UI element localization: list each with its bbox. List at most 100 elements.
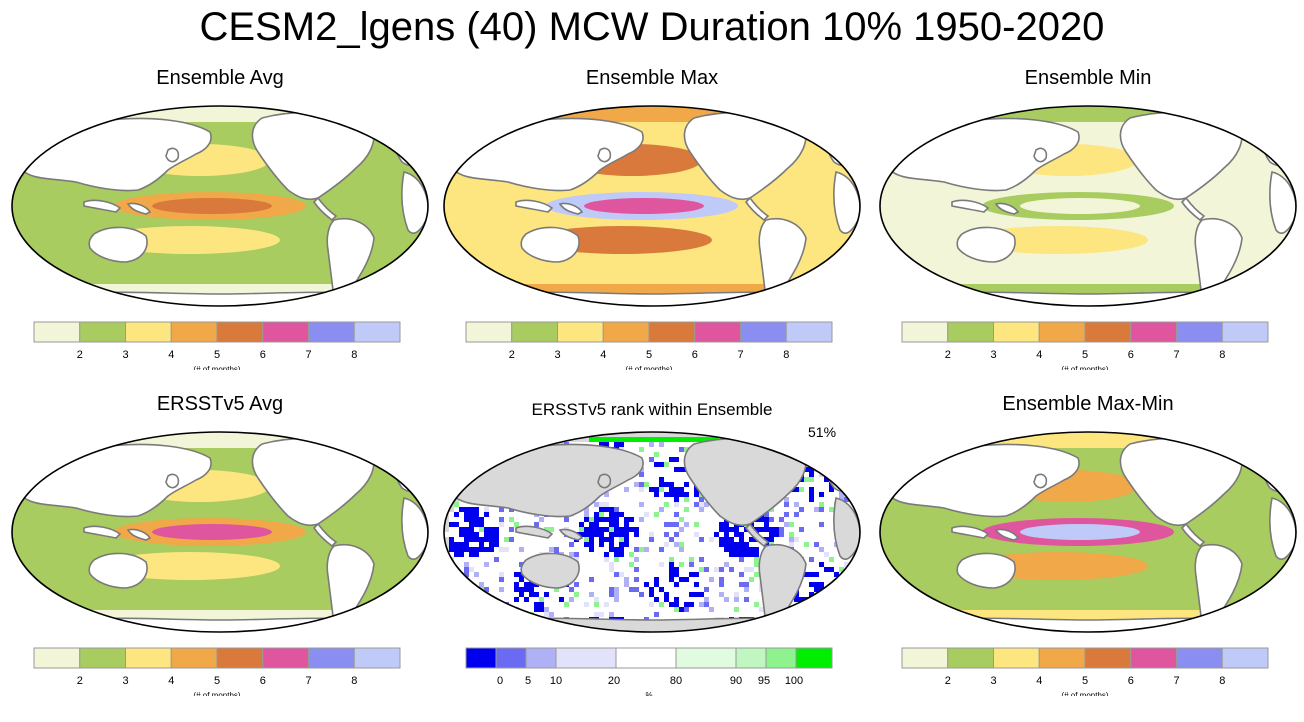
colorbar-tick-label: 8 [783, 349, 789, 361]
colorbar-ersst-avg: 2 3 4 5 6 7 8 (# of months) [33, 647, 401, 696]
colorbar-tick-label: 7 [737, 349, 743, 361]
panel-title: Ensemble Max-Min [1002, 393, 1174, 415]
colorbar-ensemble-avg: 2 3 4 5 6 7 8 (# of months) [33, 321, 401, 370]
colorbar-tick-label: 3 [990, 349, 996, 361]
colorbar-swatch [795, 647, 833, 669]
colorbar-swatch [557, 321, 604, 343]
colorbar-swatch [648, 321, 696, 343]
colorbar-swatch [79, 321, 126, 343]
colorbar-swatch [216, 647, 264, 669]
figure-title: CESM2_lgens (40) MCW Duration 10% 1950-2… [199, 5, 1105, 49]
colorbar-unit-label: (# of months) [193, 691, 240, 696]
colorbar-unit-label: (# of months) [193, 365, 240, 370]
colorbar-swatch [262, 647, 309, 669]
colorbar-swatch [765, 647, 797, 669]
colorbar-swatch [555, 647, 617, 669]
colorbar-swatch [1038, 647, 1086, 669]
colorbar-tick-label: 6 [1128, 349, 1134, 361]
panel-title: Ensemble Avg [156, 67, 284, 89]
colorbar-tick-label: 7 [305, 675, 311, 687]
panel-title: Ensemble Max [585, 67, 719, 89]
colorbar-tick-label: 3 [554, 349, 560, 361]
colorbar-swatch [353, 647, 401, 669]
colorbar-tick-label: 100 [785, 675, 803, 687]
colorbar-swatch [675, 647, 737, 669]
panel-title: ERSSTv5 Avg [156, 393, 284, 415]
colorbar-swatch [785, 321, 833, 343]
colorbar-tick-label: 7 [305, 349, 311, 361]
colorbar-swatch [947, 321, 994, 343]
colorbar-swatch [353, 321, 401, 343]
colorbar-tick-label: 0 [497, 675, 503, 687]
colorbar-swatch [901, 321, 949, 343]
rank-percentage: 51% [808, 424, 837, 440]
map-ersst-rank [443, 431, 861, 633]
map-ensemble-avg [11, 105, 429, 307]
colorbar-tick-label: 3 [990, 675, 996, 687]
colorbar-swatch [125, 321, 172, 343]
colorbar-swatch [216, 321, 264, 343]
colorbar-tick-label: 4 [1036, 349, 1042, 361]
colorbar-tick-label: 95 [758, 675, 770, 687]
colorbar-unit-label: (# of months) [625, 365, 672, 370]
colorbar-tick-label: 10 [550, 675, 562, 687]
colorbar-tick-label: 6 [1128, 675, 1134, 687]
panel-ensemble-max: Ensemble Max 2 3 4 5 6 7 8 (# of months) [432, 66, 872, 396]
colorbar-tick-label: 8 [1219, 349, 1225, 361]
colorbar-tick-label: 8 [351, 349, 357, 361]
panel-ersst-avg: ERSSTv5 Avg 2 3 4 5 6 7 8 (# of months) [0, 392, 440, 722]
colorbar-tick-label: 4 [600, 349, 606, 361]
colorbar-swatch [993, 647, 1040, 669]
colorbar-swatch [170, 647, 218, 669]
colorbar-unit-label: (# of months) [1061, 691, 1108, 696]
panel-title: Ensemble Min [1024, 67, 1152, 89]
colorbar-tick-label: 3 [122, 675, 128, 687]
colorbar-unit-label: (# of months) [1061, 365, 1108, 370]
colorbar-tick-label: 90 [730, 675, 742, 687]
colorbar-swatch [694, 321, 741, 343]
colorbar-swatch [79, 647, 126, 669]
colorbar-tick-label: 20 [608, 675, 620, 687]
colorbar-swatch [1084, 647, 1132, 669]
colorbar-tick-label: 6 [260, 349, 266, 361]
colorbar-swatch [170, 321, 218, 343]
colorbar-swatch [947, 647, 994, 669]
colorbar-swatch [615, 647, 677, 669]
colorbar-tick-label: 2 [77, 675, 83, 687]
colorbar-tick-label: 6 [692, 349, 698, 361]
colorbar-swatch [33, 321, 81, 343]
colorbar-swatch [511, 321, 558, 343]
colorbar-swatch [465, 321, 513, 343]
colorbar-swatch [1130, 321, 1177, 343]
colorbar-swatch [735, 647, 767, 669]
colorbar-swatch [1084, 321, 1132, 343]
colorbar-tick-label: 80 [670, 675, 682, 687]
colorbar-tick-label: 4 [1036, 675, 1042, 687]
colorbar-tick-label: 7 [1173, 675, 1179, 687]
colorbar-swatch [262, 321, 309, 343]
panel-ensemble-avg: Ensemble Avg 2 3 4 5 6 7 8 (# of months) [0, 66, 440, 396]
map-ensemble-max [443, 105, 861, 307]
colorbar-swatch [993, 321, 1040, 343]
colorbar-swatch [495, 647, 527, 669]
panel-ensemble-min: Ensemble Min 2 3 4 5 6 7 8 (# of months) [868, 66, 1304, 396]
colorbar-swatch [1221, 647, 1269, 669]
colorbar-swatch [1221, 321, 1269, 343]
colorbar-ersst-rank: 0 5 10 20 80 90 95 100% [465, 647, 833, 696]
panel-ensemble-maxmin: Ensemble Max-Min 2 3 4 5 6 7 8 (# of months) [868, 392, 1304, 722]
colorbar-swatch [465, 647, 497, 669]
colorbar-tick-label: 2 [945, 349, 951, 361]
map-ensemble-maxmin [879, 431, 1297, 633]
colorbar-tick-label: 6 [260, 675, 266, 687]
colorbar-swatch [1176, 321, 1223, 343]
colorbar-tick-label: 4 [168, 349, 174, 361]
colorbar-tick-label: 4 [168, 675, 174, 687]
colorbar-swatch [125, 647, 172, 669]
colorbar-tick-label: 8 [1219, 675, 1225, 687]
colorbar-tick-label: 5 [1082, 349, 1088, 361]
colorbar-swatch [602, 321, 650, 343]
colorbar-tick-label: 2 [945, 675, 951, 687]
colorbar-tick-label: 7 [1173, 349, 1179, 361]
panel-title: ERSSTv5 rank within Ensemble [531, 400, 773, 419]
colorbar-tick-label: 5 [646, 349, 652, 361]
